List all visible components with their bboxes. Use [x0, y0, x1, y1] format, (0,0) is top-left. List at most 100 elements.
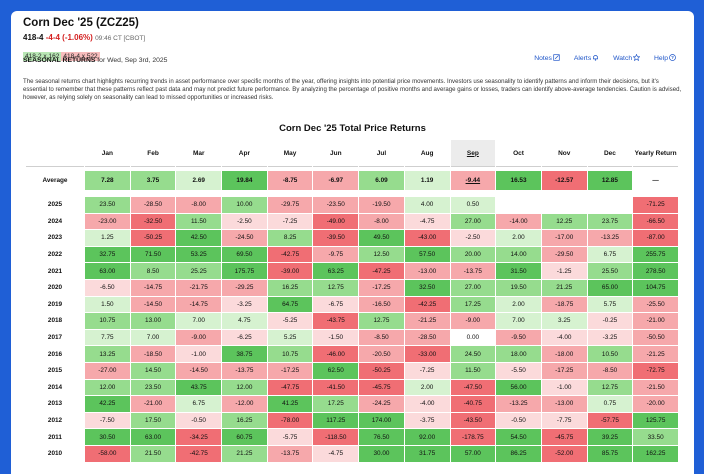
return-cell: -6.50	[85, 279, 130, 296]
column-header-jan[interactable]: Jan	[85, 140, 130, 167]
return-cell: -71.25	[633, 197, 678, 213]
bid-ask: 418-2 x 162 418-4 x 522	[23, 45, 167, 61]
return-cell: 42.25	[85, 396, 130, 412]
column-header-mar[interactable]: Mar	[176, 140, 222, 167]
column-header-feb[interactable]: Feb	[130, 140, 176, 167]
column-header-sep[interactable]: Sep	[450, 140, 496, 167]
year-row: 2025 23.50 -28.50 -8.00 10.00 -29.75 -23.50 -19…	[26, 197, 678, 213]
return-cell: -13.75	[222, 362, 267, 379]
column-header-nov[interactable]: Nov	[541, 140, 587, 167]
return-cell: 16.25	[222, 412, 267, 429]
seasonal-returns-panel: Corn Dec '25 (ZCZ25) 418-4 -4-4 (-1.06%)…	[11, 11, 694, 474]
return-cell: -13.25	[496, 396, 541, 412]
return-cell: -9.00	[450, 313, 496, 329]
return-cell: 12.25	[541, 213, 587, 230]
return-cell: 17.50	[130, 412, 176, 429]
return-cell: 255.75	[633, 246, 678, 263]
column-header-yearly-return[interactable]: Yearly Return	[633, 140, 678, 167]
return-cell: -21.75	[176, 279, 222, 296]
average-cell: -12.57	[541, 171, 587, 190]
symbol-title: Corn Dec '25 (ZCZ25)	[23, 17, 139, 29]
return-cell: -50.50	[633, 329, 678, 346]
average-cell: 6.09	[359, 171, 404, 190]
return-cell: 39.25	[587, 429, 633, 445]
return-cell: 4.00	[404, 197, 450, 213]
return-cell: -42.25	[404, 296, 450, 313]
return-cell: -2.50	[450, 230, 496, 246]
return-cell: -28.50	[130, 197, 176, 213]
return-cell: -118.50	[313, 429, 359, 445]
year-row: 2023 1.25 -50.25 42.50 -24.50 8.25 -39.50 49.50…	[26, 230, 678, 246]
average-cell: 7.28	[85, 171, 130, 190]
return-cell: -8.50	[587, 362, 633, 379]
return-cell: 2.00	[496, 296, 541, 313]
return-cell: 7.00	[176, 313, 222, 329]
return-cell: -17.25	[267, 362, 313, 379]
column-header-dec[interactable]: Dec	[587, 140, 633, 167]
return-cell: -8.50	[359, 329, 404, 346]
column-header-aug[interactable]: Aug	[404, 140, 450, 167]
return-cell: -20.50	[359, 346, 404, 362]
return-cell: 54.50	[496, 429, 541, 445]
column-header-may[interactable]: May	[267, 140, 313, 167]
return-cell: -4.75	[313, 445, 359, 462]
return-cell: 0.50	[450, 197, 496, 213]
return-cell: -39.00	[267, 263, 313, 279]
bid-badge: 418-2 x 162	[23, 52, 62, 61]
quote-time: 09:46 CT [CBOT]	[95, 35, 146, 42]
last-price: 418-4	[23, 33, 44, 42]
chart-title: Corn Dec '25 Total Price Returns	[279, 123, 426, 134]
return-cell: 23.50	[85, 197, 130, 213]
return-cell: 62.50	[313, 362, 359, 379]
return-cell: -24.25	[359, 396, 404, 412]
return-cell: 0.00	[450, 329, 496, 346]
return-cell: 25.25	[176, 263, 222, 279]
month-header-row: Jan Feb Mar Apr May Jun Jul Aug Sep Oct Nov Dec Year…	[26, 140, 678, 167]
help-button[interactable]: Help?	[648, 54, 676, 62]
return-cell: -42.75	[267, 246, 313, 263]
column-header-apr[interactable]: Apr	[222, 140, 267, 167]
return-cell: 23.50	[130, 379, 176, 396]
return-cell: 30.50	[85, 429, 130, 445]
return-cell: -23.50	[313, 197, 359, 213]
year-label: 2025	[47, 201, 63, 209]
return-cell: -32.50	[130, 213, 176, 230]
year-row: 2024 -23.00 -32.50 11.50 -2.50 -7.25 -49.00 -8.…	[26, 213, 678, 230]
return-cell: 10.75	[267, 346, 313, 362]
year-row: 2013 42.25 -21.00 6.75 -12.00 41.25 17.25 -24.2…	[26, 396, 678, 412]
return-cell: -39.50	[313, 230, 359, 246]
return-cell: -21.50	[633, 379, 678, 396]
return-cell: 85.75	[587, 445, 633, 462]
return-cell: -1.25	[541, 263, 587, 279]
column-header-jul[interactable]: Jul	[359, 140, 404, 167]
toolbar: Notes Alerts Watch Help?	[522, 54, 676, 62]
column-header-jun[interactable]: Jun	[313, 140, 359, 167]
notes-button[interactable]: Notes	[528, 54, 560, 62]
return-cell: -18.75	[541, 296, 587, 313]
return-cell: -45.75	[359, 379, 404, 396]
return-cell: -0.50	[176, 412, 222, 429]
return-cell: -13.25	[587, 230, 633, 246]
return-cell: 65.00	[587, 279, 633, 296]
average-cell: 19.84	[222, 171, 267, 190]
return-cell: 41.25	[267, 396, 313, 412]
row-spacer	[26, 168, 678, 170]
return-cell: 4.75	[222, 313, 267, 329]
edit-icon	[553, 54, 560, 61]
watch-button[interactable]: Watch	[607, 54, 641, 62]
return-cell: 2.00	[496, 230, 541, 246]
return-cell: -5.50	[496, 362, 541, 379]
alerts-button[interactable]: Alerts	[568, 55, 599, 62]
return-cell: -8.00	[359, 213, 404, 230]
return-cell: 12.00	[85, 379, 130, 396]
return-cell: -21.25	[404, 313, 450, 329]
return-cell: -41.50	[313, 379, 359, 396]
column-header-oct[interactable]: Oct	[496, 140, 541, 167]
average-cell: 2.69	[176, 171, 222, 190]
return-cell: 33.50	[633, 429, 678, 445]
return-cell: 21.50	[130, 445, 176, 462]
section-heading: SEASONAL RETURNS for Wed, Sep 3rd, 2025	[23, 56, 167, 66]
corner-cell	[26, 140, 84, 167]
return-cell: -7.25	[404, 362, 450, 379]
return-cell: -14.00	[496, 213, 541, 230]
